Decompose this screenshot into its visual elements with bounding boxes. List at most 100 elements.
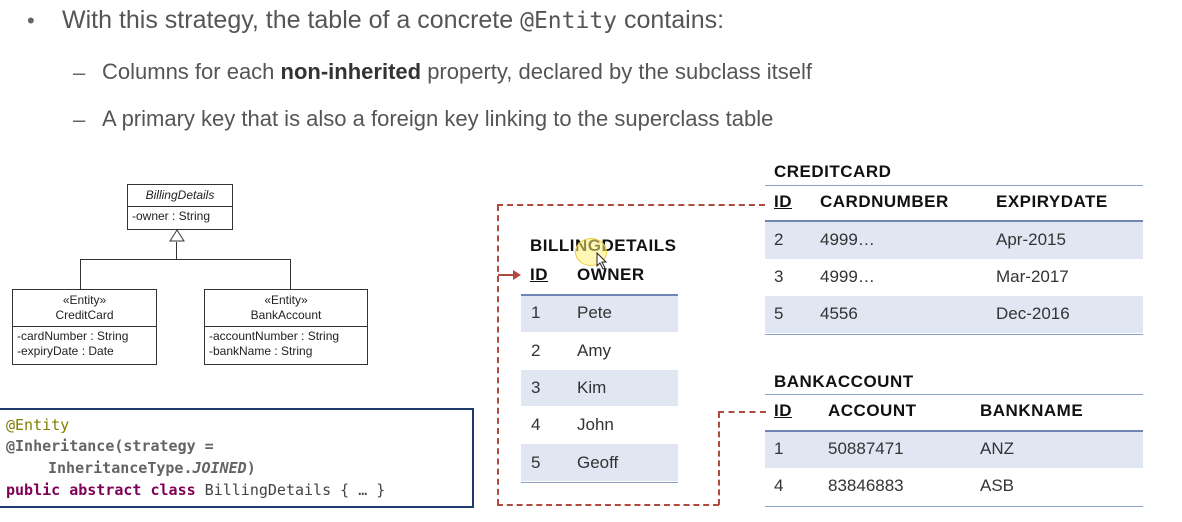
table-row-shade — [521, 296, 678, 332]
uml-class-name: CreditCard — [55, 308, 114, 322]
uml-attr: -expiryDate : Date — [17, 344, 114, 358]
sub-bullet-1-bold: non-inherited — [280, 59, 422, 84]
code-annotation: @Entity — [6, 416, 70, 434]
uml-stereotype: «Entity» — [264, 293, 308, 307]
uml-attr: -cardNumber : String — [17, 329, 129, 343]
table-row-shade — [765, 432, 1143, 468]
table-title: CREDITCARD — [774, 162, 892, 181]
inheritance-arrow-icon — [169, 229, 185, 242]
table-cell: 4 — [774, 476, 784, 495]
table-top-line — [765, 394, 1143, 395]
fk-line — [497, 205, 499, 505]
sub-bullet-2: A primary key that is also a foreign key… — [102, 106, 774, 131]
table-cell: Kim — [577, 378, 607, 397]
table-cell: 3 — [774, 267, 784, 286]
sub-bullet-1: Columns for each non-inherited property,… — [102, 59, 812, 85]
code-enum-value: JOINED — [192, 459, 247, 477]
uml-class-name: BillingDetails — [128, 185, 232, 207]
column-header-owner: OWNER — [577, 265, 645, 284]
table-cell: 2 — [531, 341, 541, 360]
main-bullet-prefix: With this strategy, the table of a concr… — [62, 6, 521, 34]
cursor-icon — [596, 252, 608, 270]
uml-attrs: -accountNumber : String -bankName : Stri… — [205, 327, 367, 361]
header-divider — [765, 220, 1143, 222]
table-bottom-line — [765, 506, 1143, 507]
main-bullet-code: @Entity — [520, 8, 618, 34]
table-cell: Mar-2017 — [996, 267, 1069, 286]
table-cell: 1 — [774, 439, 784, 458]
table-cell: Amy — [577, 341, 611, 360]
bullet-dot: • — [27, 8, 35, 33]
table-cell: 4556 — [820, 304, 858, 323]
sub-bullet-dash-1: – — [73, 60, 86, 85]
code-snippet: @Entity @Inheritance(strategy = Inherita… — [0, 408, 474, 508]
table-bottom-line — [521, 482, 678, 483]
code-line-4: public abstract class BillingDetails { …… — [6, 480, 385, 501]
code-keyword: public abstract class — [6, 481, 196, 499]
code-text: InheritanceType. — [48, 459, 193, 477]
header-divider — [521, 294, 678, 296]
code-text: ) — [246, 459, 256, 477]
table-row-shade — [765, 222, 1143, 259]
code-line-3: InheritanceType.JOINED) — [48, 458, 256, 479]
column-header-expirydate: EXPIRYDATE — [996, 192, 1108, 211]
sub-bullet-1-prefix: Columns for each — [102, 59, 281, 84]
table-cell: 83846883 — [828, 476, 904, 495]
fk-arrow-icon — [498, 270, 521, 280]
sub-bullet-dash-2: – — [73, 107, 86, 132]
code-annotation: @Inheritance — [6, 437, 115, 455]
header-divider — [765, 430, 1143, 432]
code-text: (strategy = — [114, 437, 214, 455]
table-cell: 5 — [531, 453, 541, 472]
table-title: BANKACCOUNT — [774, 372, 914, 391]
column-header-bankname: BANKNAME — [980, 401, 1084, 420]
table-row-shade — [521, 444, 678, 481]
table-cell: Dec-2016 — [996, 304, 1070, 323]
table-row-shade — [765, 296, 1143, 333]
uml-connector — [80, 259, 81, 289]
uml-class-header: «Entity» CreditCard — [13, 290, 156, 327]
column-header-cardnumber: CARDNUMBER — [820, 192, 949, 211]
main-bullet-suffix: contains: — [617, 6, 725, 34]
column-header-id: ID — [774, 401, 792, 420]
table-cell: 5 — [774, 304, 784, 323]
main-bullet-text: With this strategy, the table of a concr… — [62, 6, 724, 35]
uml-connector — [290, 259, 291, 289]
table-cell: Pete — [577, 303, 612, 322]
fk-line — [718, 412, 720, 505]
uml-stereotype: «Entity» — [62, 293, 107, 307]
table-cell: Apr-2015 — [996, 230, 1066, 249]
uml-class-bankaccount: «Entity» BankAccount -accountNumber : St… — [204, 289, 368, 365]
uml-connector — [176, 242, 177, 260]
sub-bullet-1-suffix: property, declared by the subclass itsel… — [421, 59, 812, 84]
column-header-account: ACCOUNT — [828, 401, 917, 420]
uml-attr: -owner : String — [132, 209, 211, 223]
code-text: BillingDetails { … } — [195, 481, 386, 499]
table-cell: 4999… — [820, 230, 875, 249]
table-cell: 3 — [531, 378, 541, 397]
column-header-id: ID — [774, 192, 792, 211]
uml-class-billingdetails: BillingDetails -owner : String — [127, 184, 233, 230]
table-cell: ANZ — [980, 439, 1014, 458]
fk-line — [497, 504, 719, 506]
table-cell: John — [577, 415, 614, 434]
uml-attr: -accountNumber : String — [209, 329, 340, 343]
code-line-1: @Entity — [6, 415, 69, 436]
table-cell: 4 — [531, 415, 541, 434]
table-cell: 1 — [531, 303, 541, 322]
table-top-line — [765, 185, 1143, 186]
code-line-2: @Inheritance(strategy = — [6, 436, 214, 457]
table-cell: Geoff — [577, 453, 619, 472]
column-header-id: ID — [530, 265, 548, 284]
fk-line — [497, 204, 765, 206]
uml-connector — [80, 259, 291, 260]
table-row-shade — [521, 370, 678, 406]
uml-class-name: BankAccount — [250, 308, 322, 322]
uml-attr: -bankName : String — [209, 344, 313, 358]
table-bottom-line — [765, 334, 1143, 335]
uml-class-creditcard: «Entity» CreditCard -cardNumber : String… — [12, 289, 157, 365]
table-cell: 2 — [774, 230, 784, 249]
table-cell: 50887471 — [828, 439, 904, 458]
table-cell: 4999… — [820, 267, 875, 286]
table-cell: ASB — [980, 476, 1015, 495]
